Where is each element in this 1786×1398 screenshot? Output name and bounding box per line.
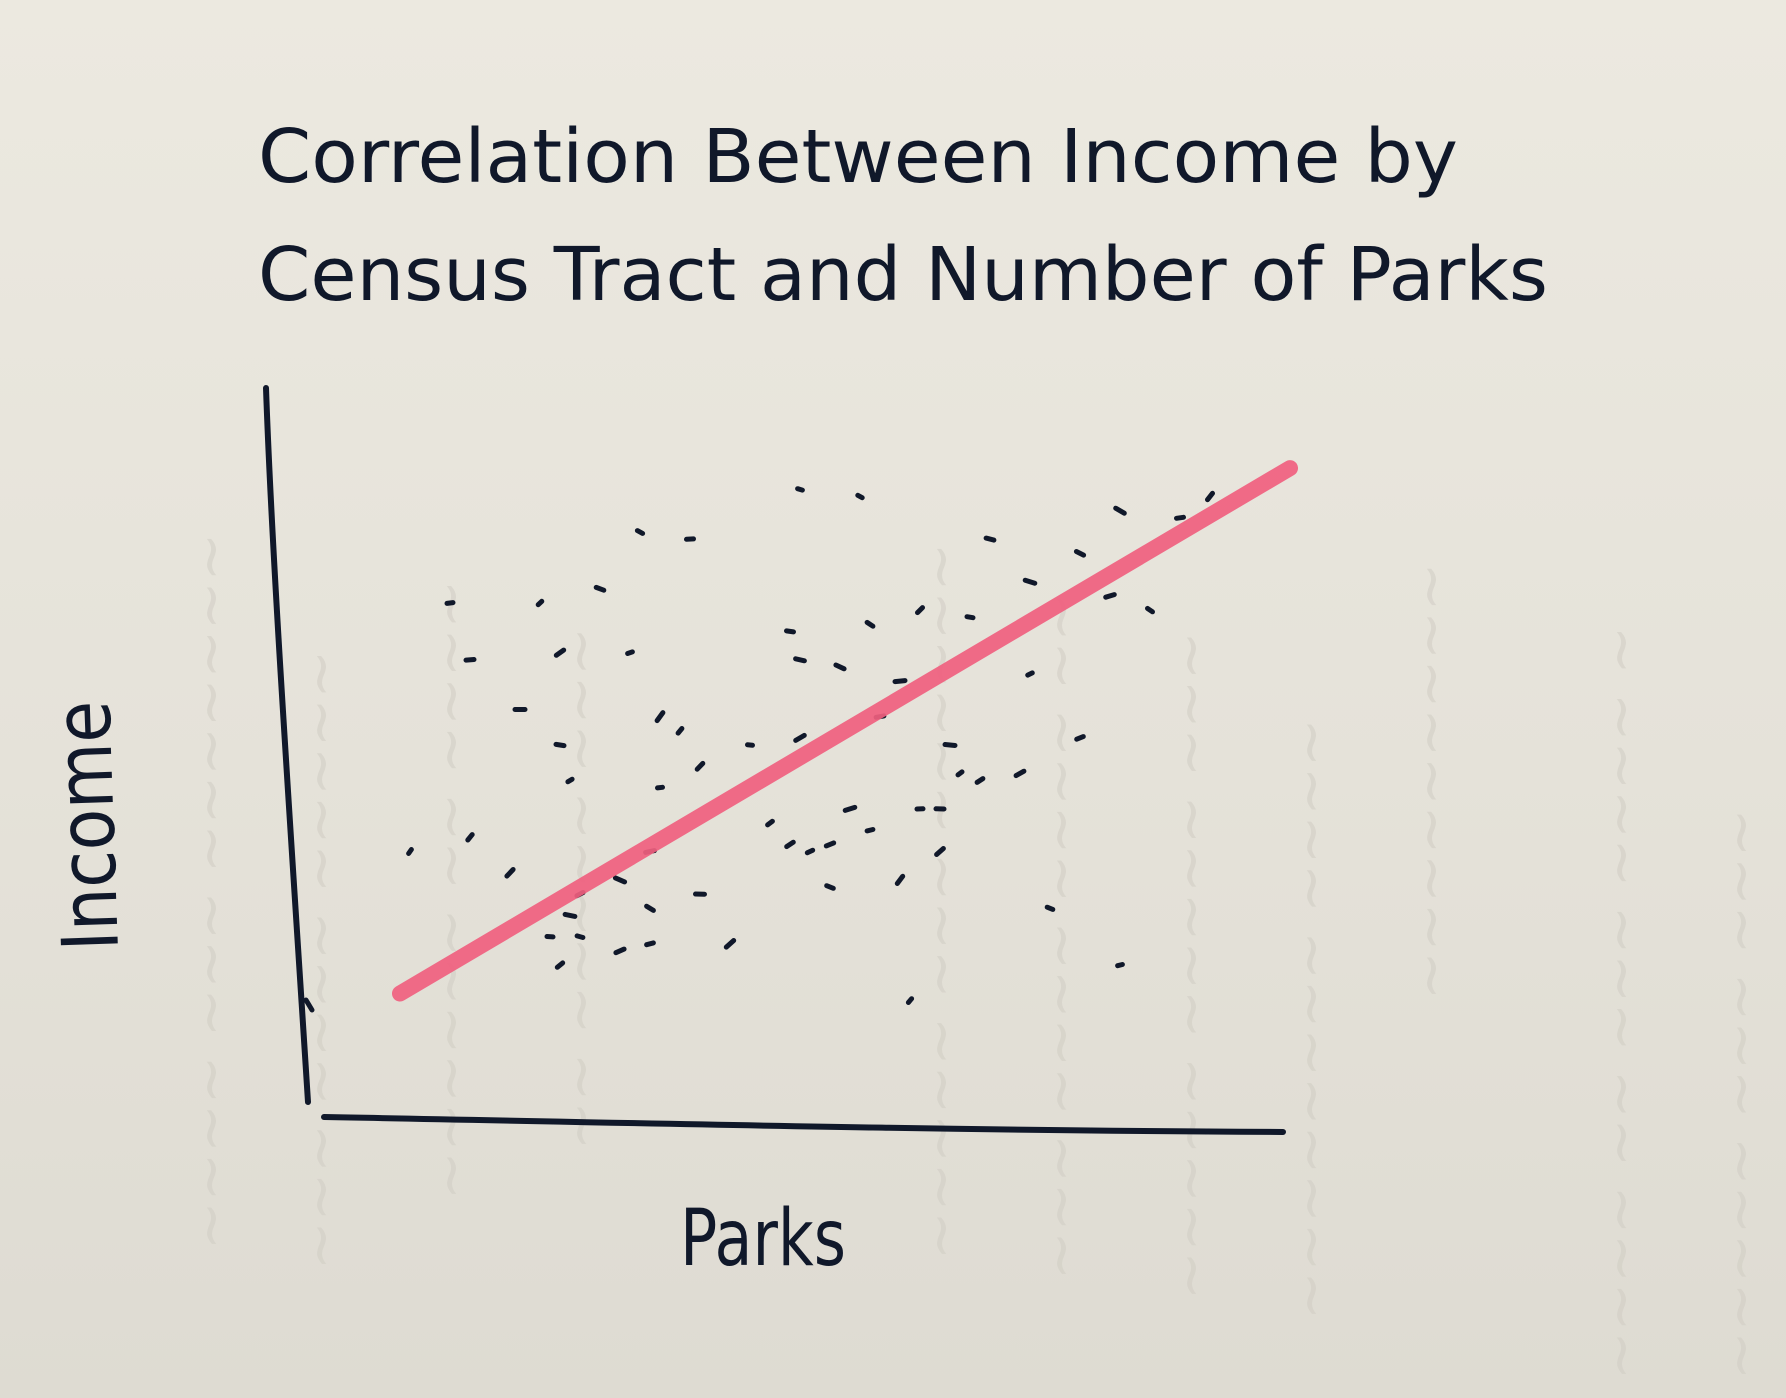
data-point	[644, 940, 656, 948]
data-point	[444, 600, 456, 606]
data-point	[823, 840, 837, 849]
data-point	[804, 847, 816, 856]
data-point	[644, 903, 656, 913]
chart-title-line-1: Correlation Between Income by	[258, 114, 1458, 200]
data-point	[793, 732, 807, 743]
x-axis-line	[321, 1114, 1286, 1135]
y-axis-label: Income	[38, 699, 137, 952]
data-point	[864, 827, 876, 834]
bleed-through-background: ~~~~ ~~~ ~~~~~~~ ~~~ ~~~~ ~~~~~ ~~~~~~ ~…	[176, 533, 1774, 1380]
data-point	[974, 776, 986, 785]
bleed-text-11: ~~~~~ ~~~ ~~~	[1706, 809, 1774, 1380]
data-point	[1025, 670, 1035, 678]
bleed-text-7: ~~~~~ ~~~~~ ~~~	[1156, 631, 1224, 1300]
chart-title-line-2: Census Tract and Number of Parks	[258, 232, 1548, 318]
bleed-text-8: ~~~~~~~~ ~~~~	[1276, 718, 1344, 1320]
data-point	[833, 662, 847, 672]
bleed-text-10: ~~~~ ~~ ~~~ ~~~~ ~	[1586, 626, 1654, 1380]
data-point	[1145, 605, 1155, 615]
data-point	[562, 911, 578, 919]
data-point	[1013, 768, 1027, 779]
data-point	[983, 535, 997, 543]
data-point	[553, 647, 567, 658]
data-point	[574, 933, 586, 940]
data-point	[784, 839, 796, 850]
data-point	[553, 741, 567, 749]
data-point	[784, 628, 796, 635]
data-point	[625, 649, 635, 656]
y-axis-line	[263, 385, 311, 1105]
data-point	[842, 804, 858, 813]
bleed-text-6: ~~~ ~~~~ ~~~~ ~~	[1026, 593, 1094, 1280]
data-point	[915, 605, 925, 616]
data-point	[1115, 962, 1125, 969]
data-point	[824, 883, 836, 891]
data-point	[465, 832, 475, 843]
data-point	[565, 776, 575, 785]
data-point	[942, 742, 958, 748]
data-point	[894, 873, 906, 886]
data-point	[612, 875, 628, 885]
x-axis-label: Parks	[680, 1194, 846, 1284]
data-point	[694, 760, 706, 772]
data-point	[406, 847, 414, 856]
data-point	[892, 678, 908, 685]
data-point	[1113, 505, 1127, 516]
data-point	[634, 528, 646, 536]
data-point	[955, 769, 965, 778]
bleed-text-1: ~~~~ ~~~ ~~~~~~~	[176, 533, 244, 1250]
data-point	[1205, 490, 1215, 503]
data-point	[964, 614, 976, 621]
data-point	[1044, 904, 1056, 912]
data-point	[463, 657, 477, 663]
data-point	[793, 656, 807, 664]
data-point	[593, 584, 607, 593]
bleed-text-5: ~~~~~ ~~~ ~~~~~~	[906, 543, 974, 1260]
data-point	[554, 960, 566, 970]
bleed-text-3: ~~~~~~ ~~ ~~~~	[416, 580, 484, 1200]
axis-origin-tick	[303, 997, 315, 1013]
data-point	[675, 726, 685, 736]
data-point	[504, 867, 516, 879]
bleed-text-9: ~~~~~~~~~	[1396, 563, 1464, 1000]
data-point	[1174, 514, 1186, 521]
data-point	[613, 946, 627, 956]
data-point	[934, 846, 946, 857]
data-point	[654, 710, 666, 724]
data-point	[1103, 592, 1117, 600]
trend-line	[392, 460, 1298, 1002]
data-point	[795, 486, 805, 493]
data-point	[1022, 577, 1038, 586]
data-point	[855, 492, 865, 501]
data-point	[1074, 734, 1086, 742]
data-point	[905, 996, 915, 1005]
data-point	[723, 938, 737, 950]
data-point	[1073, 549, 1087, 558]
data-point	[765, 818, 775, 828]
data-point	[535, 598, 545, 608]
data-point	[864, 619, 876, 629]
data-point	[655, 784, 665, 791]
